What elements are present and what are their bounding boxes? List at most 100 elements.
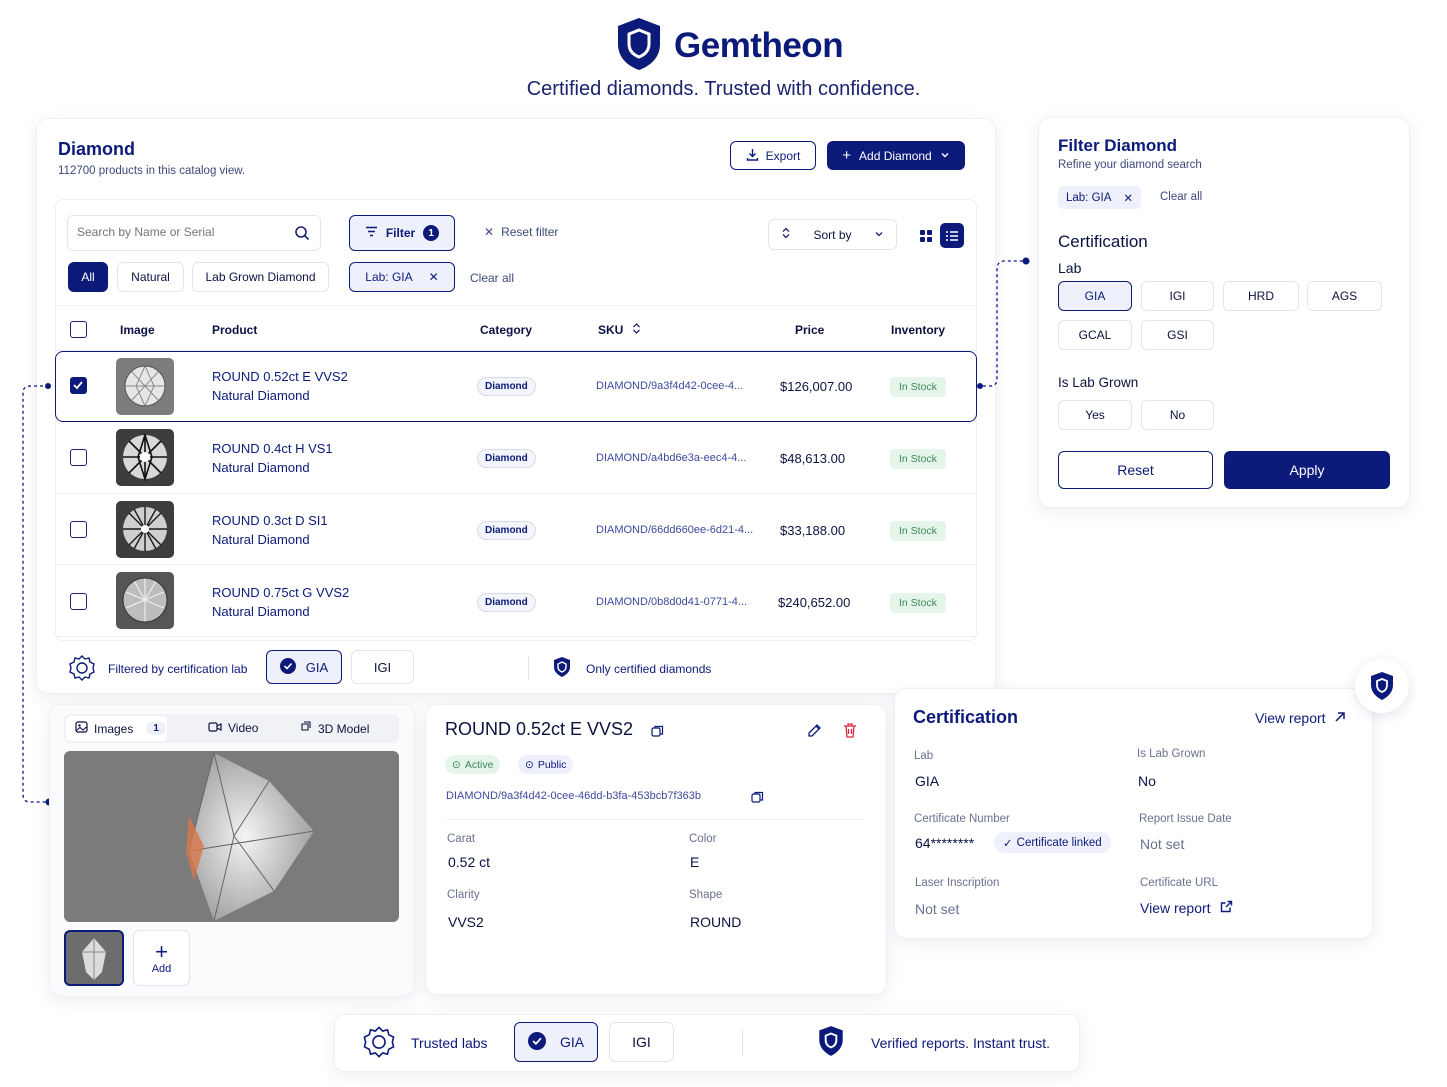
category-badge: Diamond <box>477 449 536 468</box>
grid-view-icon[interactable] <box>913 223 938 248</box>
column-price: Price <box>795 323 825 337</box>
sort-arrows-icon <box>632 323 641 337</box>
product-title[interactable]: ROUND 0.4ct H VS1 <box>212 441 333 456</box>
add-image-button[interactable]: + Add <box>133 930 190 986</box>
lab-option-gia[interactable]: GIA <box>1058 281 1132 311</box>
filter-icon <box>365 226 378 240</box>
lab-option-gcal[interactable]: GCAL <box>1058 320 1132 350</box>
apply-button[interactable]: Apply <box>1224 451 1390 489</box>
row-checkbox[interactable] <box>70 449 87 466</box>
carat-value: 0.52 ct <box>448 854 491 870</box>
product-name[interactable]: ROUND 0.3ct D SI1 Natural Diamond <box>212 511 328 549</box>
globe-icon: ⊙ <box>525 758 534 771</box>
tab-lab-grown[interactable]: Lab Grown Diamond <box>192 262 329 292</box>
table-header <box>55 305 977 351</box>
divider <box>742 1030 743 1056</box>
filter-panel-chip[interactable]: Lab: GIA ✕ <box>1058 186 1142 209</box>
select-all-checkbox[interactable] <box>70 321 87 338</box>
product-type: Natural Diamond <box>212 532 310 547</box>
lab-label: Lab <box>1058 260 1082 276</box>
brand-header: Gemtheon Certified diamonds. Trusted wit… <box>0 14 1447 104</box>
column-sku[interactable]: SKU <box>598 323 641 337</box>
copy-icon[interactable] <box>651 725 664 743</box>
filter-button[interactable]: Filter 1 <box>349 215 455 251</box>
product-title[interactable]: ROUND 0.75ct G VVS2 <box>212 585 350 600</box>
certification-panel <box>894 688 1373 939</box>
lab-grown-no[interactable]: No <box>1141 400 1214 430</box>
table-row[interactable] <box>55 424 977 494</box>
diamond-main-image[interactable] <box>64 751 399 922</box>
certified-only-label: Only certified diamonds <box>586 662 712 676</box>
divider <box>528 656 529 680</box>
active-filter-chip[interactable]: Lab: GIA ✕ <box>349 262 455 292</box>
column-category: Category <box>480 323 533 337</box>
image-thumbnail[interactable] <box>64 930 124 986</box>
sort-dropdown[interactable]: Sort by <box>768 219 897 250</box>
tab-images[interactable]: Images 1 <box>66 716 167 741</box>
filter-panel-clear-all[interactable]: Clear all <box>1160 191 1203 203</box>
row-checkbox[interactable] <box>70 377 87 394</box>
search-icon[interactable] <box>294 225 310 246</box>
table-row[interactable] <box>55 495 977 565</box>
check-circle-icon <box>527 1031 546 1053</box>
sku-text: DIAMOND/a4bd6e3a-eec4-4... <box>596 452 747 464</box>
lab-option-hrd[interactable]: HRD <box>1223 281 1299 311</box>
lab-chip-igi[interactable]: IGI <box>351 650 414 684</box>
view-report-link[interactable]: View report <box>1255 710 1346 726</box>
tab-natural[interactable]: Natural <box>117 262 184 292</box>
search-box[interactable] <box>67 215 321 251</box>
clear-all-link[interactable]: Clear all <box>470 271 515 285</box>
category-badge: Diamond <box>477 593 536 612</box>
floating-shield-icon <box>1355 659 1409 713</box>
stock-badge: In Stock <box>890 377 946 397</box>
lab-grown-yes[interactable]: Yes <box>1058 400 1132 430</box>
lab-grown-label: Is Lab Grown <box>1058 375 1139 390</box>
status-label: Active <box>464 758 494 771</box>
category-badge: Diamond <box>477 377 536 396</box>
add-diamond-button[interactable]: + Add Diamond <box>827 141 965 170</box>
add-image-label: Add <box>151 962 172 975</box>
certificate-url-value[interactable]: View report <box>1140 900 1211 916</box>
close-icon[interactable]: ✕ <box>1123 192 1134 205</box>
copy-icon[interactable] <box>751 791 764 809</box>
tab-video[interactable]: Video <box>208 721 258 735</box>
certificate-linked-badge: ✓ Certificate linked <box>994 832 1111 853</box>
laser-inscription-label: Laser Inscription <box>915 877 1000 889</box>
reset-filter-link[interactable]: ✕ Reset filter <box>484 225 558 239</box>
close-icon[interactable]: ✕ <box>428 270 439 284</box>
product-title[interactable]: ROUND 0.3ct D SI1 <box>212 513 328 528</box>
table-row[interactable] <box>55 567 977 637</box>
carat-label: Carat <box>447 833 476 845</box>
lab-option-igi[interactable]: IGI <box>1141 281 1214 311</box>
reset-button[interactable]: Reset <box>1058 451 1213 489</box>
trusted-lab-gia[interactable]: GIA <box>514 1022 598 1062</box>
trusted-lab-igi[interactable]: IGI <box>609 1022 674 1062</box>
report-issue-date-value: Not set <box>1140 836 1185 852</box>
active-filter-label: Lab: GIA <box>365 270 413 284</box>
report-issue-date-label: Report Issue Date <box>1139 813 1232 825</box>
lab-option-ags[interactable]: AGS <box>1307 281 1382 311</box>
price-text: $33,188.00 <box>780 523 846 538</box>
tab-all[interactable]: All <box>68 262 108 292</box>
sort-arrows-icon <box>781 227 791 242</box>
certificate-url-link[interactable]: View report <box>1140 900 1233 916</box>
view-report-label[interactable]: View report <box>1255 710 1326 726</box>
product-name[interactable]: ROUND 0.75ct G VVS2 Natural Diamond <box>212 583 349 621</box>
product-name[interactable]: ROUND 0.52ct E VVS2 Natural Diamond <box>212 367 348 405</box>
row-checkbox[interactable] <box>70 593 87 610</box>
price-text: $48,613.00 <box>780 451 846 466</box>
tab-3d-model[interactable]: 3D Model <box>300 721 369 736</box>
external-link-icon <box>1220 900 1233 916</box>
edit-icon[interactable] <box>807 723 822 743</box>
clarity-value: VVS2 <box>448 914 484 930</box>
delete-icon[interactable] <box>843 723 857 743</box>
lab-chip-gia[interactable]: GIA <box>266 650 342 684</box>
row-checkbox[interactable] <box>70 521 87 538</box>
lab-option-gsi[interactable]: GSI <box>1141 320 1214 350</box>
search-input[interactable] <box>77 225 277 239</box>
export-button[interactable]: Export <box>730 141 816 170</box>
list-view-icon[interactable] <box>940 223 964 248</box>
product-name[interactable]: ROUND 0.4ct H VS1 Natural Diamond <box>212 439 333 477</box>
product-title[interactable]: ROUND 0.52ct E VVS2 <box>212 369 348 384</box>
images-count-badge: 1 <box>147 722 165 735</box>
